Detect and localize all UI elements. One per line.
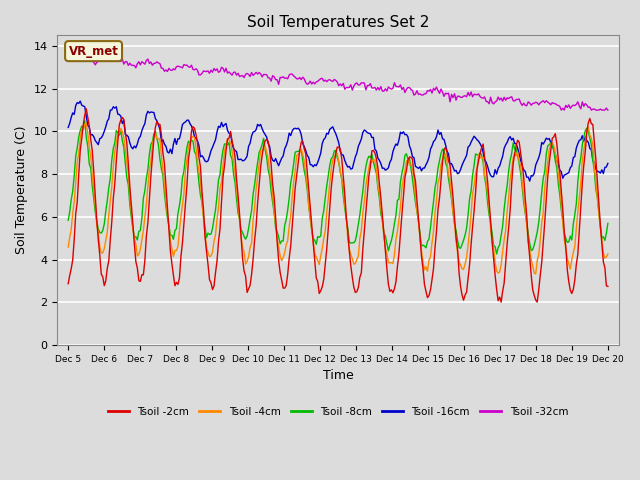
Text: VR_met: VR_met bbox=[68, 45, 118, 58]
X-axis label: Time: Time bbox=[323, 369, 353, 382]
Title: Soil Temperatures Set 2: Soil Temperatures Set 2 bbox=[247, 15, 429, 30]
Legend: Tsoil -2cm, Tsoil -4cm, Tsoil -8cm, Tsoil -16cm, Tsoil -32cm: Tsoil -2cm, Tsoil -4cm, Tsoil -8cm, Tsoi… bbox=[104, 403, 572, 421]
Y-axis label: Soil Temperature (C): Soil Temperature (C) bbox=[15, 126, 28, 254]
